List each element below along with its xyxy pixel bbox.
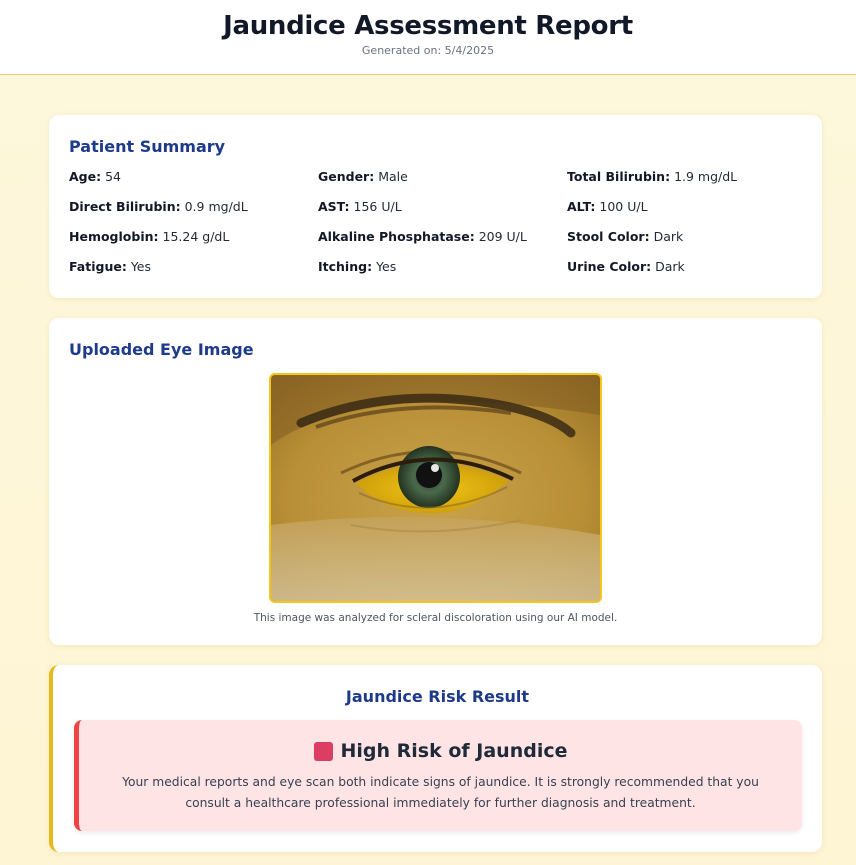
risk-message: Your medical reports and eye scan both i… — [122, 775, 759, 810]
eye-image-title: Uploaded Eye Image — [69, 340, 254, 359]
field-label: AST: — [318, 199, 350, 214]
field-urine-color: Urine Color: Dark — [567, 258, 802, 276]
generated-label: Generated on: — [361, 44, 442, 57]
field-value: Yes — [130, 259, 151, 274]
field-value: 1.9 mg/dL — [674, 169, 738, 184]
risk-label: High Risk of Jaundice — [340, 740, 568, 762]
red-square-icon — [313, 741, 333, 761]
field-label: Gender: — [318, 169, 375, 184]
field-label: Fatigue: — [69, 259, 127, 274]
patient-summary-grid: Age: 54 Gender: Male Total Bilirubin: 1.… — [69, 168, 802, 276]
field-total-bilirubin: Total Bilirubin: 1.9 mg/dL — [567, 168, 802, 186]
field-value: 100 U/L — [599, 199, 648, 214]
field-itching: Itching: Yes — [318, 258, 567, 276]
risk-heading: High Risk of Jaundice — [103, 740, 778, 762]
risk-result-card: Jaundice Risk Result High Risk of Jaundi… — [49, 665, 822, 852]
field-value: Male — [378, 169, 408, 184]
field-stool-color: Stool Color: Dark — [567, 228, 802, 246]
field-value: 15.24 g/dL — [162, 229, 230, 244]
patient-summary-card: Patient Summary Age: 54 Gender: Male Tot… — [49, 115, 822, 298]
field-value: 0.9 mg/dL — [184, 199, 248, 214]
field-label: Age: — [69, 169, 102, 184]
field-label: Urine Color: — [567, 259, 652, 274]
field-label: Alkaline Phosphatase: — [318, 229, 475, 244]
field-value: Dark — [653, 229, 684, 244]
field-value: 209 U/L — [478, 229, 527, 244]
field-direct-bilirubin: Direct Bilirubin: 0.9 mg/dL — [69, 198, 318, 216]
field-alt: ALT: 100 U/L — [567, 198, 802, 216]
risk-result-title: Jaundice Risk Result — [345, 687, 530, 706]
eye-photo-illustration — [271, 375, 600, 601]
risk-alert-box: High Risk of Jaundice Your medical repor… — [74, 720, 802, 831]
field-label: Itching: — [318, 259, 373, 274]
eye-image-caption: This image was analyzed for scleral disc… — [253, 612, 618, 624]
report-title: Jaundice Assessment Report — [223, 11, 633, 41]
field-value: 156 U/L — [353, 199, 402, 214]
field-gender: Gender: Male — [318, 168, 567, 186]
field-label: ALT: — [567, 199, 596, 214]
field-age: Age: 54 — [69, 168, 318, 186]
field-value: 54 — [105, 169, 121, 184]
field-label: Total Bilirubin: — [567, 169, 671, 184]
field-value: Yes — [376, 259, 397, 274]
field-ast: AST: 156 U/L — [318, 198, 567, 216]
generated-date-line: Generated on: 5/4/2025 — [0, 44, 856, 57]
field-value: Dark — [655, 259, 685, 274]
field-label: Direct Bilirubin: — [69, 199, 181, 214]
eye-image — [269, 373, 602, 603]
generated-date: 5/4/2025 — [444, 44, 495, 57]
patient-summary-title: Patient Summary — [69, 137, 226, 156]
field-hemoglobin: Hemoglobin: 15.24 g/dL — [69, 228, 318, 246]
field-fatigue: Fatigue: Yes — [69, 258, 318, 276]
report-header: Jaundice Assessment Report Generated on:… — [0, 0, 856, 75]
field-alkaline-phosphatase: Alkaline Phosphatase: 209 U/L — [318, 228, 567, 246]
field-label: Hemoglobin: — [69, 229, 159, 244]
eye-image-card: Uploaded Eye Image — [49, 318, 822, 645]
field-label: Stool Color: — [567, 229, 650, 244]
